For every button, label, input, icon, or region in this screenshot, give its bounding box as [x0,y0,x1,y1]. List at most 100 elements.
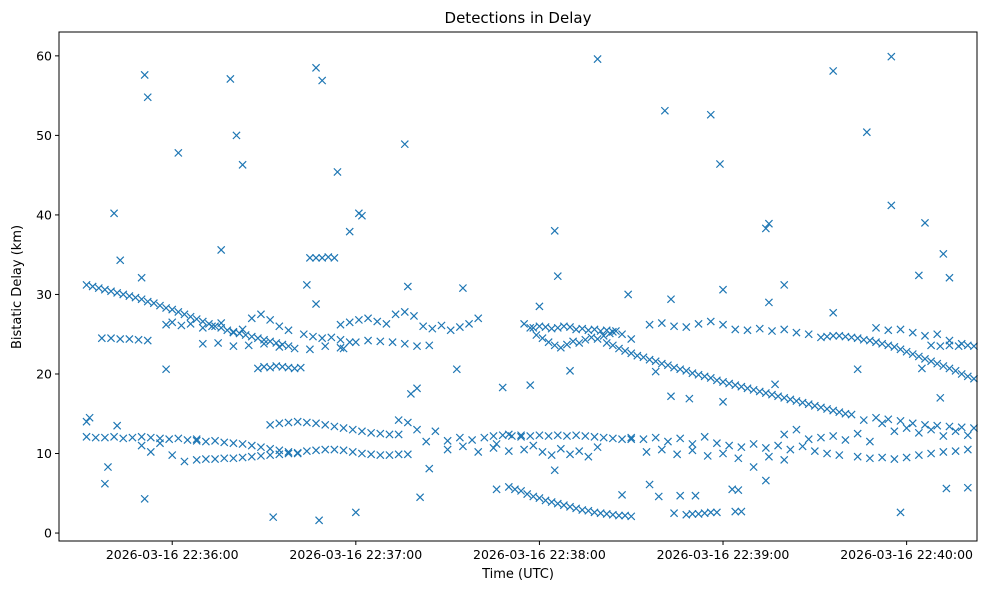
data-point [550,466,559,475]
data-point [168,318,177,327]
data-point [275,322,284,331]
data-point [914,271,923,280]
data-point [526,381,535,390]
data-point [599,331,608,340]
data-point [569,337,578,346]
data-point [829,66,838,75]
data-point [694,319,703,328]
data-point [670,509,679,518]
data-point [214,338,223,347]
data-point [920,354,930,363]
data-point [198,317,207,326]
data-point [305,345,314,354]
data-point [936,393,945,402]
data-point [666,295,676,304]
data-point [884,341,893,350]
data-point [936,342,945,351]
data-point [275,450,284,459]
data-point [663,361,672,370]
data-point [458,442,467,451]
data-point [963,445,972,454]
data-point [847,410,856,419]
data-point [538,447,547,456]
y-tick-label: 50 [36,128,52,143]
data-point [299,330,308,339]
data-point [865,437,874,446]
data-point [859,416,868,425]
data-point [725,379,734,388]
data-point [969,374,978,383]
data-point [400,140,409,149]
data-point [103,463,112,472]
data-point [896,416,905,425]
data-point [884,415,893,424]
data-point [587,333,596,342]
data-point [113,288,122,297]
data-point [914,428,923,437]
data-point [137,432,146,441]
data-point [134,335,143,344]
data-point [333,167,342,176]
data-point [694,370,703,379]
data-point [266,363,275,372]
data-point [192,435,201,444]
data-point [431,427,440,436]
data-point [920,420,930,429]
data-point [902,347,911,356]
data-point [162,303,171,312]
data-point [780,455,789,464]
data-point [878,453,887,462]
data-point [853,429,862,438]
data-point [312,63,321,72]
data-point [939,447,948,456]
data-point [217,245,226,254]
data-point [517,431,526,440]
data-point [823,404,832,414]
data-point [712,439,721,448]
data-point [312,253,321,262]
data-point [565,323,575,332]
data-point [553,499,562,508]
y-tick-label: 40 [36,207,52,222]
data-point [896,345,905,354]
data-point [553,431,562,440]
data-point [829,308,838,317]
data-point [657,319,666,328]
data-point [835,451,844,460]
data-point [229,328,238,337]
data-point [535,302,544,311]
data-point [143,336,152,345]
data-point [211,455,220,464]
data-point [412,342,422,351]
data-point [186,319,195,328]
data-point [945,364,954,373]
data-point [400,339,409,348]
data-point [253,364,262,373]
data-point [816,403,825,412]
data-point [871,338,881,347]
data-point [244,341,253,350]
data-point [685,394,694,403]
data-points [82,52,978,525]
data-point [256,443,265,452]
data-point [755,324,764,333]
data-point [908,350,917,359]
data-point [165,435,174,444]
data-point [100,433,109,442]
y-tick-label: 10 [36,446,52,461]
data-point [443,436,452,445]
data-point [100,285,109,294]
data-point [529,492,538,501]
data-point [168,451,177,460]
data-point [957,369,966,379]
data-point [871,413,881,422]
data-point [504,482,513,491]
data-point [293,448,302,457]
data-point [201,437,210,446]
data-point [207,322,217,331]
data-point [618,330,627,339]
data-point [627,334,636,344]
data-point [315,516,324,525]
data-point [835,408,844,417]
data-point [400,307,409,316]
